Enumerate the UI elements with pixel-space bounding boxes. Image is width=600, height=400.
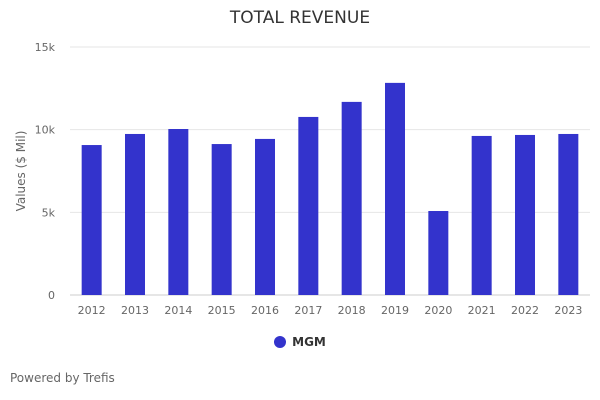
bar-2023 <box>558 133 579 295</box>
legend[interactable]: MGM <box>0 335 600 349</box>
y-tick-label: 0 <box>48 289 55 302</box>
bar-2017 <box>298 116 319 295</box>
bar-2019 <box>385 82 405 295</box>
bar-2016 <box>255 138 275 295</box>
x-tick-label: 2018 <box>338 304 366 317</box>
y-tick-label: 15k <box>35 41 56 54</box>
bar-2018 <box>341 101 362 296</box>
bar-2020 <box>428 211 449 295</box>
x-tick-label: 2020 <box>424 304 452 317</box>
legend-marker-mgm <box>274 336 287 348</box>
x-tick-label: 2019 <box>381 304 409 317</box>
x-tick-label: 2016 <box>251 304 279 317</box>
powered-by-footer: Powered by Trefis <box>10 371 115 385</box>
x-tick-label: 2022 <box>511 304 539 317</box>
bar-2022 <box>515 134 535 295</box>
y-tick-label: 10k <box>35 124 56 137</box>
x-tick-label: 2021 <box>468 304 496 317</box>
x-tick-label: 2017 <box>294 304 322 317</box>
bar-2021 <box>471 135 492 295</box>
x-tick-label: 2023 <box>554 304 582 317</box>
bar-2012 <box>81 145 102 295</box>
x-tick-label: 2014 <box>164 304 192 317</box>
bar-2014 <box>168 129 189 295</box>
bar-2013 <box>125 133 145 295</box>
chart-title: TOTAL REVENUE <box>229 8 371 28</box>
x-tick-label: 2012 <box>78 304 106 317</box>
x-tick-label: 2013 <box>121 304 149 317</box>
legend-label-mgm: MGM <box>292 335 326 349</box>
x-tick-label: 2015 <box>208 304 236 317</box>
y-tick-label: 5k <box>42 206 56 219</box>
bar-2015 <box>211 144 232 295</box>
y-axis-label: Values ($ Mil) <box>14 131 28 212</box>
